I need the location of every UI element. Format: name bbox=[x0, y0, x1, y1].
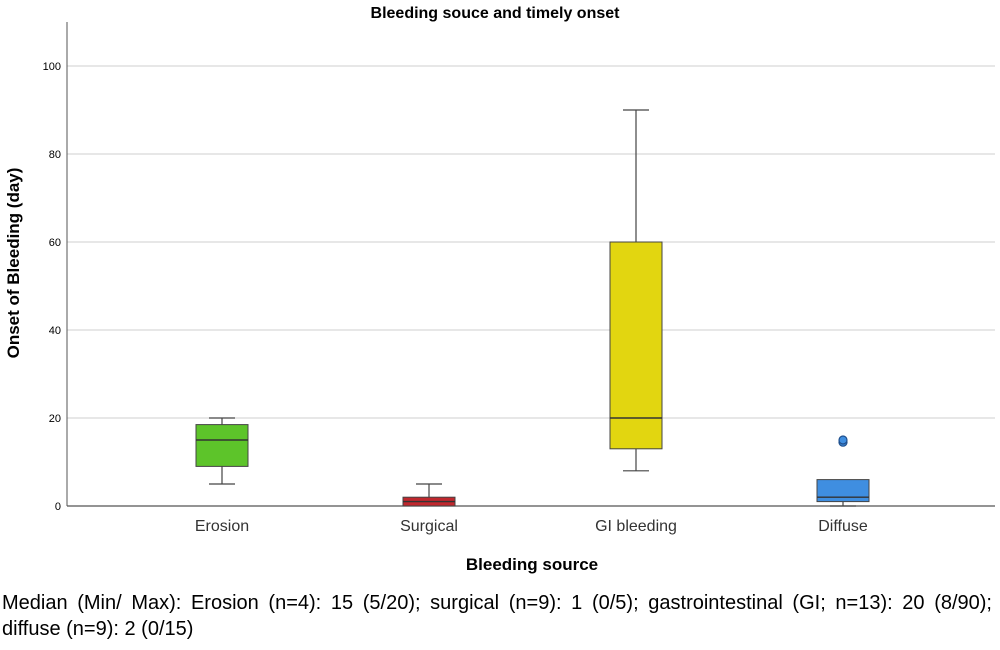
box-diffuse bbox=[816, 479, 870, 503]
boxplot-chart: Bleeding souce and timely onset 0 20 40 60 8… bbox=[4, 5, 995, 574]
x-tick-label-diffuse: Diffuse bbox=[818, 518, 868, 535]
x-tick-label-surgical: Surgical bbox=[400, 518, 458, 535]
x-tick-label-erosion: Erosion bbox=[195, 518, 249, 535]
figure-caption: Median (Min/ Max): Erosion (n=4): 15 (5/… bbox=[2, 592, 992, 640]
y-tick-label-0: 0 bbox=[55, 501, 61, 513]
boxes bbox=[195, 109, 870, 507]
x-tick-label-gi-bleeding: GI bleeding bbox=[595, 518, 677, 535]
box-erosion bbox=[195, 424, 249, 467]
box-group-surgical bbox=[402, 483, 456, 507]
box-group-erosion bbox=[195, 417, 249, 485]
gridlines bbox=[67, 65, 995, 419]
box-group-diffuse bbox=[816, 435, 870, 507]
y-axis-title: Onset of Bleeding (day) bbox=[4, 168, 23, 359]
outlier-diffuse-1 bbox=[838, 435, 848, 445]
y-tick-label-80: 80 bbox=[49, 149, 61, 161]
box-gi-bleeding bbox=[609, 241, 663, 450]
y-tick-label-20: 20 bbox=[49, 413, 61, 425]
box-group-gi-bleeding bbox=[609, 109, 663, 472]
axis-labels: 0 20 40 60 80 100 Erosion Surgical GI bleeding Di… bbox=[43, 61, 868, 535]
chart-title: Bleeding souce and timely onset bbox=[371, 5, 621, 22]
x-axis-title: Bleeding source bbox=[466, 555, 598, 574]
y-tick-label-60: 60 bbox=[49, 237, 61, 249]
y-tick-label-40: 40 bbox=[49, 325, 61, 337]
y-tick-label-100: 100 bbox=[43, 61, 61, 73]
